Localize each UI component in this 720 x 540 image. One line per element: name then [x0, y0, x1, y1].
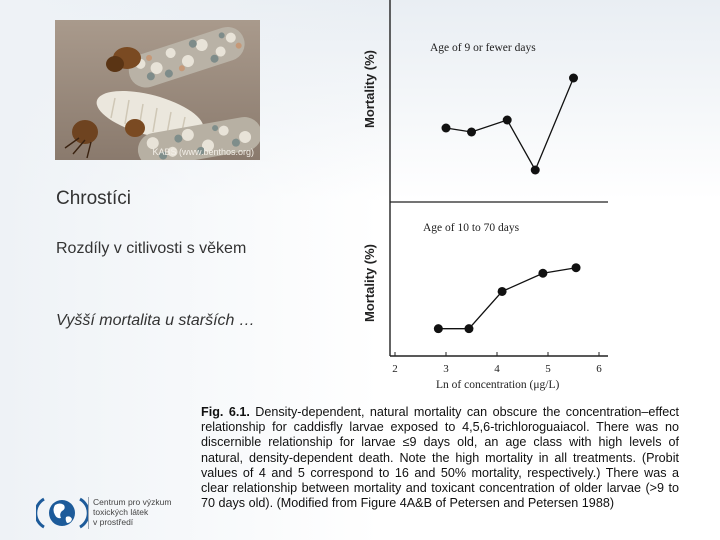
x-axis-label: Ln of concentration (μg/L): [436, 379, 560, 391]
mortality-chart: Mortality (%) Mortality (%) Mortality (%…: [362, 0, 608, 391]
x-tick-label-5: 5: [545, 363, 551, 375]
data-point-top-2: [467, 127, 476, 137]
globe-icon: [34, 497, 90, 529]
data-point-top-5: [569, 73, 578, 83]
panel-title-bottom: Age of 10 to 70 days: [423, 222, 520, 234]
series-line-bottom: [438, 267, 577, 330]
data-point-bottom-3: [497, 286, 507, 296]
logo-line-3: v prostředí: [93, 517, 134, 527]
panel-title-top: Age of 9 or fewer days: [430, 42, 536, 54]
slide-note: Vyšší mortalita u starších …: [56, 312, 255, 329]
data-point-top-4: [530, 165, 540, 175]
figure-caption-label: Fig. 6.1.: [201, 405, 250, 419]
slide-subtitle: Rozdíly v citlivosti s věkem: [56, 240, 247, 257]
recetox-logo: Centrum pro výzkum toxických látek v pro…: [34, 493, 186, 533]
data-point-top-3: [502, 115, 512, 125]
data-point-bottom-5: [571, 263, 581, 273]
x-tick-label-6: 6: [596, 363, 602, 375]
figure-caption-text: Density-dependent, natural mortality can…: [201, 405, 679, 511]
y-axis-label-top: Mortality (%): [362, 50, 377, 128]
x-ticks: 2 3 4 5 6: [392, 352, 602, 375]
photo-illustration: [55, 20, 260, 160]
y-axis-label-bottom: Mortality (%): [362, 244, 377, 322]
photo-credit: KABS (www.benthos.org): [152, 147, 254, 157]
data-point-bottom-2: [464, 324, 474, 334]
series-top: [441, 73, 578, 175]
series-line-top: [445, 77, 575, 172]
data-point-top-1: [441, 123, 451, 133]
logo-text: Centrum pro výzkum toxických látek v pro…: [93, 497, 171, 527]
data-point-bottom-4: [538, 268, 548, 278]
figure-caption: Fig. 6.1. Density-dependent, natural mor…: [201, 405, 679, 511]
x-tick-label-4: 4: [494, 363, 500, 375]
series-bottom: [433, 263, 581, 334]
slide-title: Chrostíci: [56, 188, 131, 209]
data-point-bottom-1: [433, 324, 443, 334]
x-tick-label-3: 3: [443, 363, 449, 375]
caddisfly-larvae-photo: KABS (www.benthos.org): [55, 20, 260, 160]
logo-line-2: toxických látek: [93, 507, 149, 517]
x-tick-label-2: 2: [392, 363, 398, 375]
logo-divider: [88, 497, 89, 529]
logo-line-1: Centrum pro výzkum: [93, 497, 172, 507]
